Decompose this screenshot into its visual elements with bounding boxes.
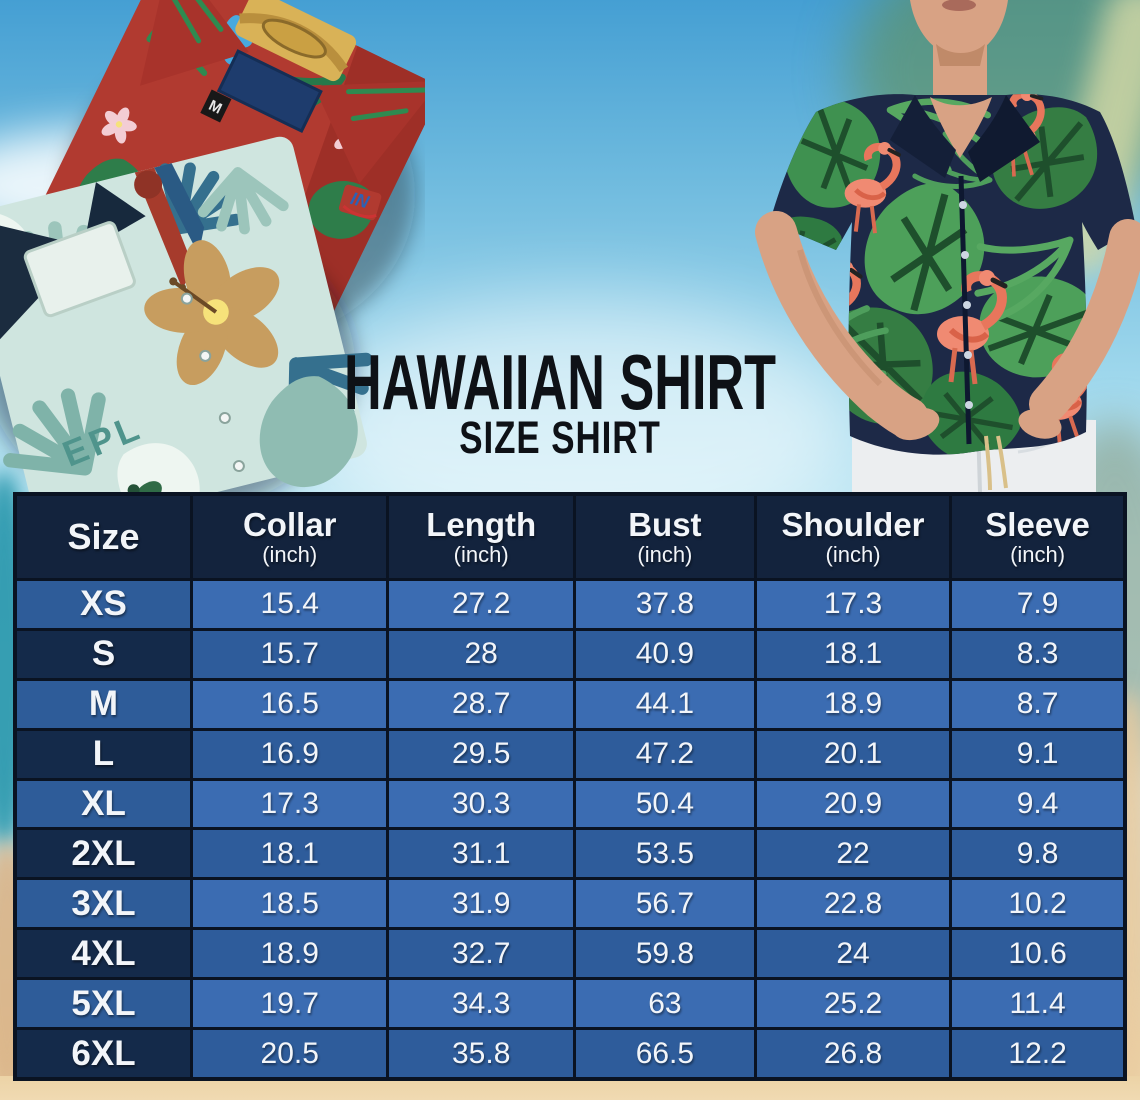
value-cell: 18.1 <box>753 627 953 681</box>
size-cell: 4XL <box>13 927 193 981</box>
value-cell: 15.4 <box>189 578 390 631</box>
value-cell: 30.3 <box>386 777 576 831</box>
red-shirt-sleeve-logo: IN <box>338 184 382 221</box>
value-cell: 66.5 <box>572 1027 757 1081</box>
col-header-collar: Collar (inch) <box>189 492 390 581</box>
col-header-length: Length (inch) <box>386 492 576 581</box>
value-cell: 20.5 <box>189 1027 390 1081</box>
value-cell: 15.7 <box>189 627 390 681</box>
value-cell: 18.1 <box>189 827 390 881</box>
value-cell: 40.9 <box>572 627 757 681</box>
size-cell: 5XL <box>13 977 193 1031</box>
value-cell: 29.5 <box>386 727 576 781</box>
table-row: XL 17.3 30.3 50.4 20.9 9.4 <box>13 777 1127 831</box>
value-cell: 27.2 <box>386 578 576 631</box>
value-cell: 28 <box>386 627 576 681</box>
size-cell: 6XL <box>13 1027 193 1081</box>
col-header-bust: Bust (inch) <box>572 492 757 581</box>
value-cell: 20.1 <box>753 727 953 781</box>
value-cell: 9.4 <box>949 777 1127 831</box>
value-cell: 7.9 <box>949 578 1127 631</box>
value-cell: 47.2 <box>572 727 757 781</box>
teal-hawaiian-shirt: EPL <box>0 136 408 515</box>
value-cell: 22.8 <box>753 877 953 931</box>
value-cell: 32.7 <box>386 927 576 981</box>
value-cell: 24 <box>753 927 953 981</box>
value-cell: 9.8 <box>949 827 1127 881</box>
value-cell: 31.9 <box>386 877 576 931</box>
value-cell: 11.4 <box>949 977 1127 1031</box>
value-cell: 35.8 <box>386 1027 576 1081</box>
folded-shirts-photo: M IN <box>0 0 425 515</box>
size-chart-table: Size Collar (inch) Length (inch) Bust (inch… <box>13 492 1127 1081</box>
value-cell: 10.6 <box>949 927 1127 981</box>
value-cell: 26.8 <box>753 1027 953 1081</box>
table-row: S 15.7 28 40.9 18.1 8.3 <box>13 627 1127 681</box>
size-cell: S <box>13 627 193 681</box>
value-cell: 17.3 <box>189 777 390 831</box>
value-cell: 8.3 <box>949 627 1127 681</box>
model-arms <box>755 211 1140 441</box>
value-cell: 18.9 <box>189 927 390 981</box>
size-cell: 2XL <box>13 827 193 881</box>
value-cell: 37.8 <box>572 578 757 631</box>
size-cell: L <box>13 727 193 781</box>
table-row: 4XL 18.9 32.7 59.8 24 10.6 <box>13 927 1127 981</box>
value-cell: 12.2 <box>949 1027 1127 1081</box>
size-cell: XL <box>13 777 193 831</box>
table-row: 6XL 20.5 35.8 66.5 26.8 12.2 <box>13 1027 1127 1081</box>
value-cell: 18.9 <box>753 677 953 731</box>
header-row: Size Collar (inch) Length (inch) Bust (inch… <box>13 492 1127 581</box>
value-cell: 63 <box>572 977 757 1031</box>
size-cell: XS <box>13 578 193 631</box>
table-row: L 16.9 29.5 47.2 20.1 9.1 <box>13 727 1127 781</box>
value-cell: 16.5 <box>189 677 390 731</box>
table-row: 5XL 19.7 34.3 63 25.2 11.4 <box>13 977 1127 1031</box>
parrot-print <box>134 163 205 290</box>
value-cell: 28.7 <box>386 677 576 731</box>
value-cell: 16.9 <box>189 727 390 781</box>
value-cell: 18.5 <box>189 877 390 931</box>
value-cell: 34.3 <box>386 977 576 1031</box>
value-cell: 8.7 <box>949 677 1127 731</box>
table-row: 2XL 18.1 31.1 53.5 22 9.8 <box>13 827 1127 881</box>
col-header-shoulder: Shoulder (inch) <box>753 492 953 581</box>
value-cell: 59.8 <box>572 927 757 981</box>
value-cell: 56.7 <box>572 877 757 931</box>
table-row: XS 15.4 27.2 37.8 17.3 7.9 <box>13 578 1127 631</box>
value-cell: 22 <box>753 827 953 881</box>
title-block: HAWAIIAN SHIRT SIZE SHIRT <box>300 338 820 461</box>
model-photo <box>755 0 1140 492</box>
size-cell: 3XL <box>13 877 193 931</box>
value-cell: 10.2 <box>949 877 1127 931</box>
value-cell: 50.4 <box>572 777 757 831</box>
col-header-size: Size <box>13 492 193 581</box>
value-cell: 9.1 <box>949 727 1127 781</box>
value-cell: 25.2 <box>753 977 953 1031</box>
model-face-and-neck <box>910 0 1008 100</box>
size-cell: M <box>13 677 193 731</box>
value-cell: 31.1 <box>386 827 576 881</box>
page-subtitle: SIZE SHIRT <box>459 413 661 464</box>
value-cell: 20.9 <box>753 777 953 831</box>
value-cell: 44.1 <box>572 677 757 731</box>
col-header-sleeve: Sleeve (inch) <box>949 492 1127 581</box>
value-cell: 53.5 <box>572 827 757 881</box>
value-cell: 17.3 <box>753 578 953 631</box>
table-row: 3XL 18.5 31.9 56.7 22.8 10.2 <box>13 877 1127 931</box>
page-title: HAWAIIAN SHIRT <box>343 338 777 427</box>
value-cell: 19.7 <box>189 977 390 1031</box>
pants-drawstring <box>984 435 1008 491</box>
table-row: M 16.5 28.7 44.1 18.9 8.7 <box>13 677 1127 731</box>
svg-text:IN: IN <box>348 188 372 212</box>
